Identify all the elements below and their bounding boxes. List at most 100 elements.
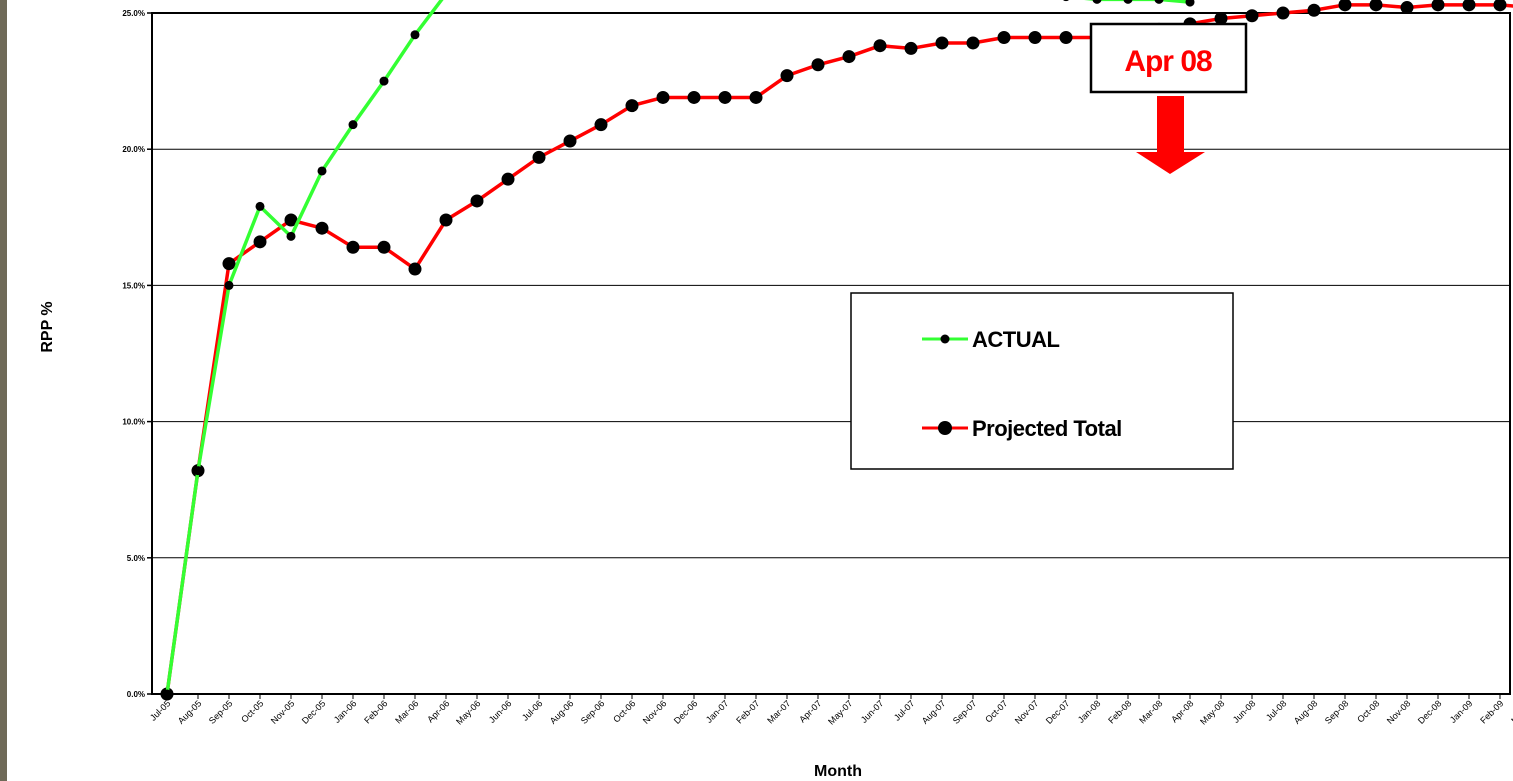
x-tick-label-26: Sep-07	[951, 698, 979, 726]
point-projected-total-23	[873, 39, 887, 53]
x-axis-title: Month	[814, 763, 862, 780]
point-projected-total-4	[284, 213, 298, 227]
point-projected-total-36	[1276, 6, 1290, 20]
x-tick-label-35: Jun-08	[1231, 698, 1258, 725]
series-layer	[160, 0, 1513, 701]
point-projected-total-13	[563, 134, 577, 148]
callout-arrow	[1136, 96, 1205, 174]
y-axis-ticks: 0.0% 5.0% 10.0% 15.0% 20.0% 25.0%	[122, 9, 152, 699]
legend-label-projected: Projected Total	[972, 416, 1122, 441]
point-projected-total-28	[1028, 31, 1042, 45]
x-tick-label-21: Apr-07	[797, 698, 823, 724]
x-tick-label-41: Dec-08	[1416, 698, 1444, 726]
x-tick-label-33: Apr-08	[1169, 698, 1195, 724]
point-actual-32	[1154, 0, 1164, 4]
point-projected-total-27	[997, 31, 1011, 45]
y-axis-title: RPP %	[39, 301, 56, 352]
point-projected-total-43	[1493, 0, 1507, 12]
point-actual-4	[286, 231, 296, 241]
point-projected-total-40	[1400, 1, 1414, 15]
x-tick-label-16: Nov-06	[641, 698, 669, 726]
x-tick-label-2: Sep-05	[207, 698, 235, 726]
plot-area-frame	[151, 12, 1511, 695]
point-actual-33	[1185, 0, 1195, 7]
x-tick-label-37: Aug-08	[1292, 698, 1320, 726]
point-actual-30	[1092, 0, 1102, 4]
x-tick-label-39: Oct-08	[1355, 698, 1381, 724]
point-projected-total-22	[842, 50, 856, 64]
legend-box	[850, 292, 1234, 470]
x-tick-label-18: Jan-07	[704, 698, 731, 725]
point-projected-total-41	[1431, 0, 1445, 12]
point-projected-total-26	[966, 36, 980, 50]
point-projected-total-19	[749, 90, 763, 104]
legend-marker-actual	[940, 334, 950, 344]
series-line-actual	[165, 0, 1191, 695]
x-tick-label-43: Feb-09	[1478, 698, 1505, 725]
x-tick-label-12: Jul-06	[520, 698, 544, 722]
point-actual-1	[193, 466, 203, 476]
x-tick-label-0: Jul-05	[148, 698, 172, 722]
point-actual-31	[1123, 0, 1133, 4]
x-tick-label-13: Aug-06	[548, 698, 576, 726]
point-actual-3	[255, 201, 265, 211]
legend-entry-actual: ACTUAL	[922, 327, 1060, 352]
x-tick-label-7: Feb-06	[362, 698, 389, 725]
x-tick-label-44: Mar-09	[1509, 698, 1513, 725]
point-actual-29	[1062, 0, 1070, 2]
point-projected-total-2	[222, 257, 236, 271]
x-axis-ticks: Jul-05 Aug-05 Sep-05 Oct-05 Nov-05 Dec-05 Jan-…	[148, 694, 1513, 727]
point-projected-total-16	[656, 90, 670, 104]
y-tick-label-4: 20.0%	[122, 145, 145, 154]
x-tick-label-34: May-08	[1198, 698, 1226, 726]
point-projected-total-8	[408, 262, 422, 276]
x-tick-label-1: Aug-05	[176, 698, 204, 726]
x-tick-label-5: Dec-05	[300, 698, 328, 726]
series-projected-total	[160, 0, 1513, 701]
x-tick-label-15: Oct-06	[611, 698, 637, 724]
x-tick-label-32: Mar-08	[1137, 698, 1164, 725]
point-actual-7	[379, 76, 389, 86]
x-tick-label-22: May-07	[826, 698, 854, 726]
plot-border	[151, 12, 1511, 695]
point-projected-total-35	[1245, 9, 1259, 23]
x-tick-label-42: Jan-09	[1448, 698, 1475, 725]
point-projected-total-39	[1369, 0, 1383, 12]
point-projected-total-24	[904, 41, 918, 55]
point-projected-total-18	[718, 90, 732, 104]
x-tick-label-40: Nov-08	[1385, 698, 1413, 726]
point-projected-total-34	[1214, 11, 1228, 25]
point-projected-total-15	[625, 99, 639, 113]
point-actual-5	[317, 166, 327, 176]
left-border-strip	[0, 0, 7, 781]
y-tick-label-3: 15.0%	[122, 281, 145, 290]
legend-label-actual: ACTUAL	[972, 327, 1059, 352]
point-actual-8	[410, 30, 420, 40]
x-tick-label-4: Nov-05	[269, 698, 297, 726]
callout-label: Apr 08	[1124, 45, 1212, 78]
point-projected-total-20	[780, 69, 794, 83]
point-projected-total-5	[315, 221, 329, 235]
x-tick-label-8: Mar-06	[393, 698, 420, 725]
callout-box	[1089, 22, 1248, 94]
point-projected-total-42	[1462, 0, 1476, 12]
x-tick-label-23: Jun-07	[859, 698, 886, 725]
series-line-projected-total	[165, 3, 1513, 695]
point-actual-6	[348, 120, 358, 130]
point-projected-total-10	[470, 194, 484, 208]
point-projected-total-25	[935, 36, 949, 50]
x-tick-label-27: Oct-07	[983, 698, 1009, 724]
x-tick-label-11: Jun-06	[487, 698, 514, 725]
x-tick-label-28: Nov-07	[1013, 698, 1041, 726]
x-tick-label-30: Jan-08	[1076, 698, 1103, 725]
y-tick-label-5: 25.0%	[122, 9, 145, 18]
x-tick-label-20: Mar-07	[765, 698, 792, 725]
gridlines	[152, 148, 1510, 559]
x-tick-label-19: Feb-07	[734, 698, 761, 725]
x-tick-label-36: Jul-08	[1264, 698, 1288, 722]
point-projected-total-14	[594, 118, 608, 132]
x-tick-label-6: Jan-06	[332, 698, 359, 725]
point-projected-total-29	[1059, 31, 1073, 45]
point-actual-2	[224, 280, 234, 290]
